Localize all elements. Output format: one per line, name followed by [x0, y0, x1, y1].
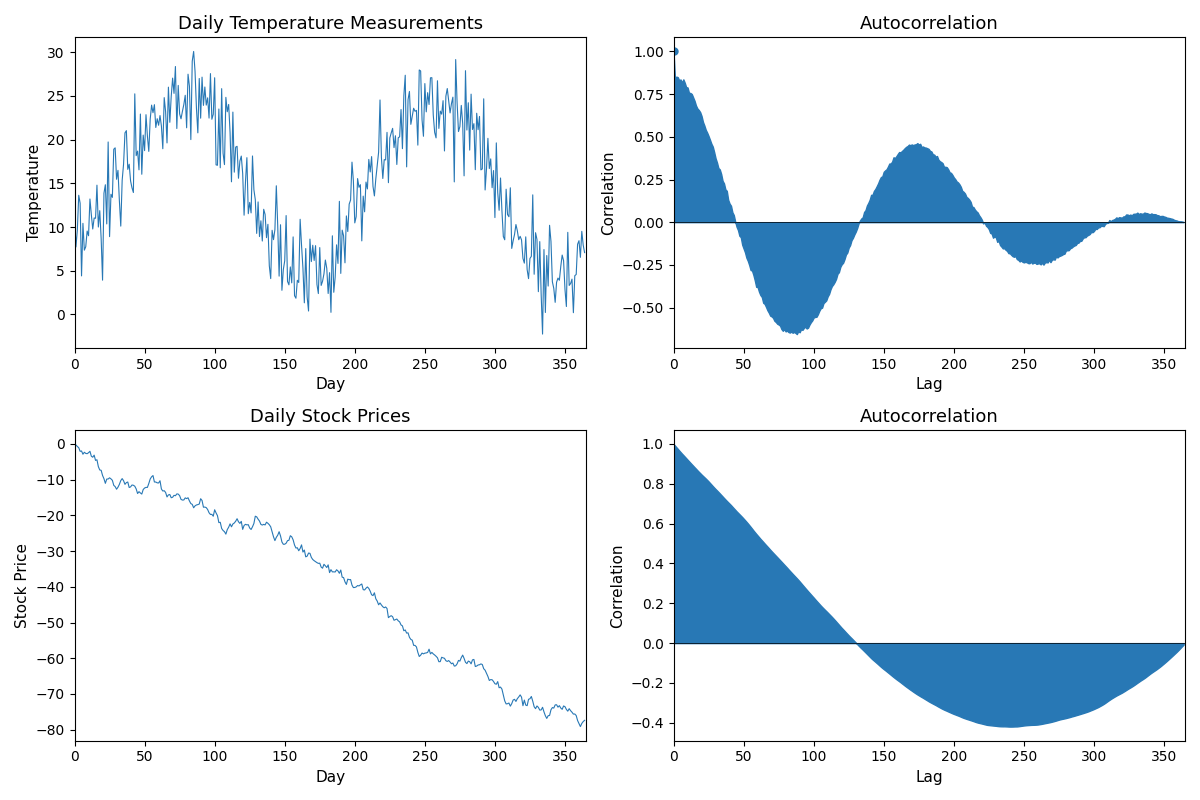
Y-axis label: Correlation: Correlation: [610, 543, 625, 627]
X-axis label: Lag: Lag: [916, 770, 943, 785]
Title: Autocorrelation: Autocorrelation: [860, 15, 998, 33]
Y-axis label: Correlation: Correlation: [601, 150, 616, 235]
X-axis label: Day: Day: [316, 770, 346, 785]
Title: Daily Stock Prices: Daily Stock Prices: [250, 407, 410, 426]
X-axis label: Lag: Lag: [916, 378, 943, 393]
Title: Autocorrelation: Autocorrelation: [860, 407, 998, 426]
Y-axis label: Temperature: Temperature: [26, 144, 42, 242]
Y-axis label: Stock Price: Stock Price: [14, 542, 30, 628]
X-axis label: Day: Day: [316, 378, 346, 393]
Title: Daily Temperature Measurements: Daily Temperature Measurements: [178, 15, 482, 33]
